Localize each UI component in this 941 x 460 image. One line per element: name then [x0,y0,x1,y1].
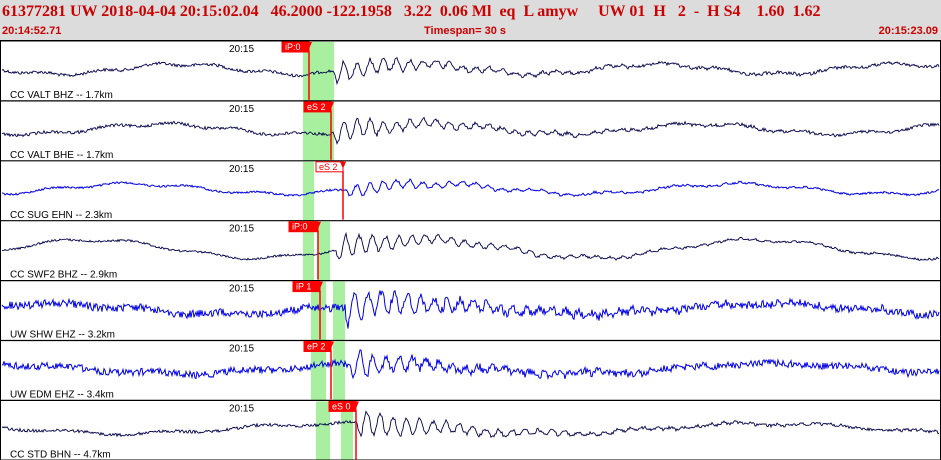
panel-border [0,41,941,460]
time-tick-label: 20:15 [229,403,254,414]
waveform-trace [1,410,940,439]
time-tick-label: 20:15 [229,224,254,235]
channel-row[interactable]: iP:0 20:15 CC SWF2 BHZ -- 2.9km [0,221,941,282]
time-tick-label: 20:15 [229,284,254,295]
pick-arrow-icon [328,341,334,349]
pick-label: eS 2 [319,162,338,172]
pick-arrow-icon [317,281,323,289]
pick-window [303,221,314,281]
pick-window [333,341,345,401]
pick-label: eP 2 [307,342,325,352]
pick-label: iP:0 [292,222,308,232]
channel-row[interactable]: iP:0 20:15 CC VALT BHZ -- 1.7km [0,41,941,102]
waveform-trace [1,57,940,86]
pick-label: iP 1 [296,282,311,292]
channel-label: UW EDM EHZ -- 3.4km [10,390,114,401]
end-time: 20:15:23.09 [878,25,938,37]
pick-window [311,281,326,341]
pick-arrow-icon [328,101,334,109]
pick-window [303,161,314,221]
channel-row[interactable]: iP 1 20:15 UW SHW EHZ -- 3.2km [0,281,941,342]
waveform-trace [1,349,940,380]
pick-label: eS 0 [332,401,351,411]
channel-label: CC SUG EHN -- 2.3km [10,210,112,221]
seismogram-panel[interactable]: iP:0 20:15 CC VALT BHZ -- 1.7km eS 2 20:15 CC… [0,41,941,460]
channel-label: CC VALT BHE -- 1.7km [10,150,113,161]
channel-label: CC SWF2 BHZ -- 2.9km [10,270,117,281]
pick-window [311,341,326,401]
pick-arrow-icon [306,42,312,49]
time-tick-label: 20:15 [229,44,254,55]
channel-row[interactable]: eP 2 20:15 UW EDM EHZ -- 3.4km [0,341,941,401]
waveform-trace [2,231,940,261]
pick-label: eS 2 [307,102,326,112]
pick-arrow-icon [315,221,321,229]
start-time: 20:14:52.71 [2,25,62,37]
pick-arrow-icon [340,161,346,169]
time-tick-label: 20:15 [229,104,254,115]
waveform-trace [1,116,940,145]
time-tick-label: 20:15 [229,164,254,175]
event-title: 61377281 UW 2018-04-04 20:15:02.04 46.20… [2,3,821,20]
timespan: Timespan= 30 s [424,25,507,37]
pick-window [333,281,345,341]
pick-window [341,401,353,460]
pick-window [316,401,330,460]
waveform-trace [1,178,940,198]
waveform-trace [1,290,940,329]
pick-arrow-icon [353,401,359,409]
channel-label: CC STD BHN -- 4.7km [10,449,111,460]
pick-window [318,221,330,281]
pick-label: iP:0 [285,42,301,52]
event-header: 61377281 UW 2018-04-04 20:15:02.04 46.20… [0,0,941,41]
channel-row[interactable]: eS 0 20:15 CC STD BHN -- 4.7km [0,400,941,460]
channel-row[interactable]: eS 2 20:15 CC SUG EHN -- 2.3km [0,161,941,222]
channel-label: UW SHW EHZ -- 3.2km [10,330,115,341]
channel-label: CC VALT BHZ -- 1.7km [10,90,113,101]
time-tick-label: 20:15 [229,344,254,355]
channel-row[interactable]: eS 2 20:15 CC VALT BHE -- 1.7km [0,101,941,162]
